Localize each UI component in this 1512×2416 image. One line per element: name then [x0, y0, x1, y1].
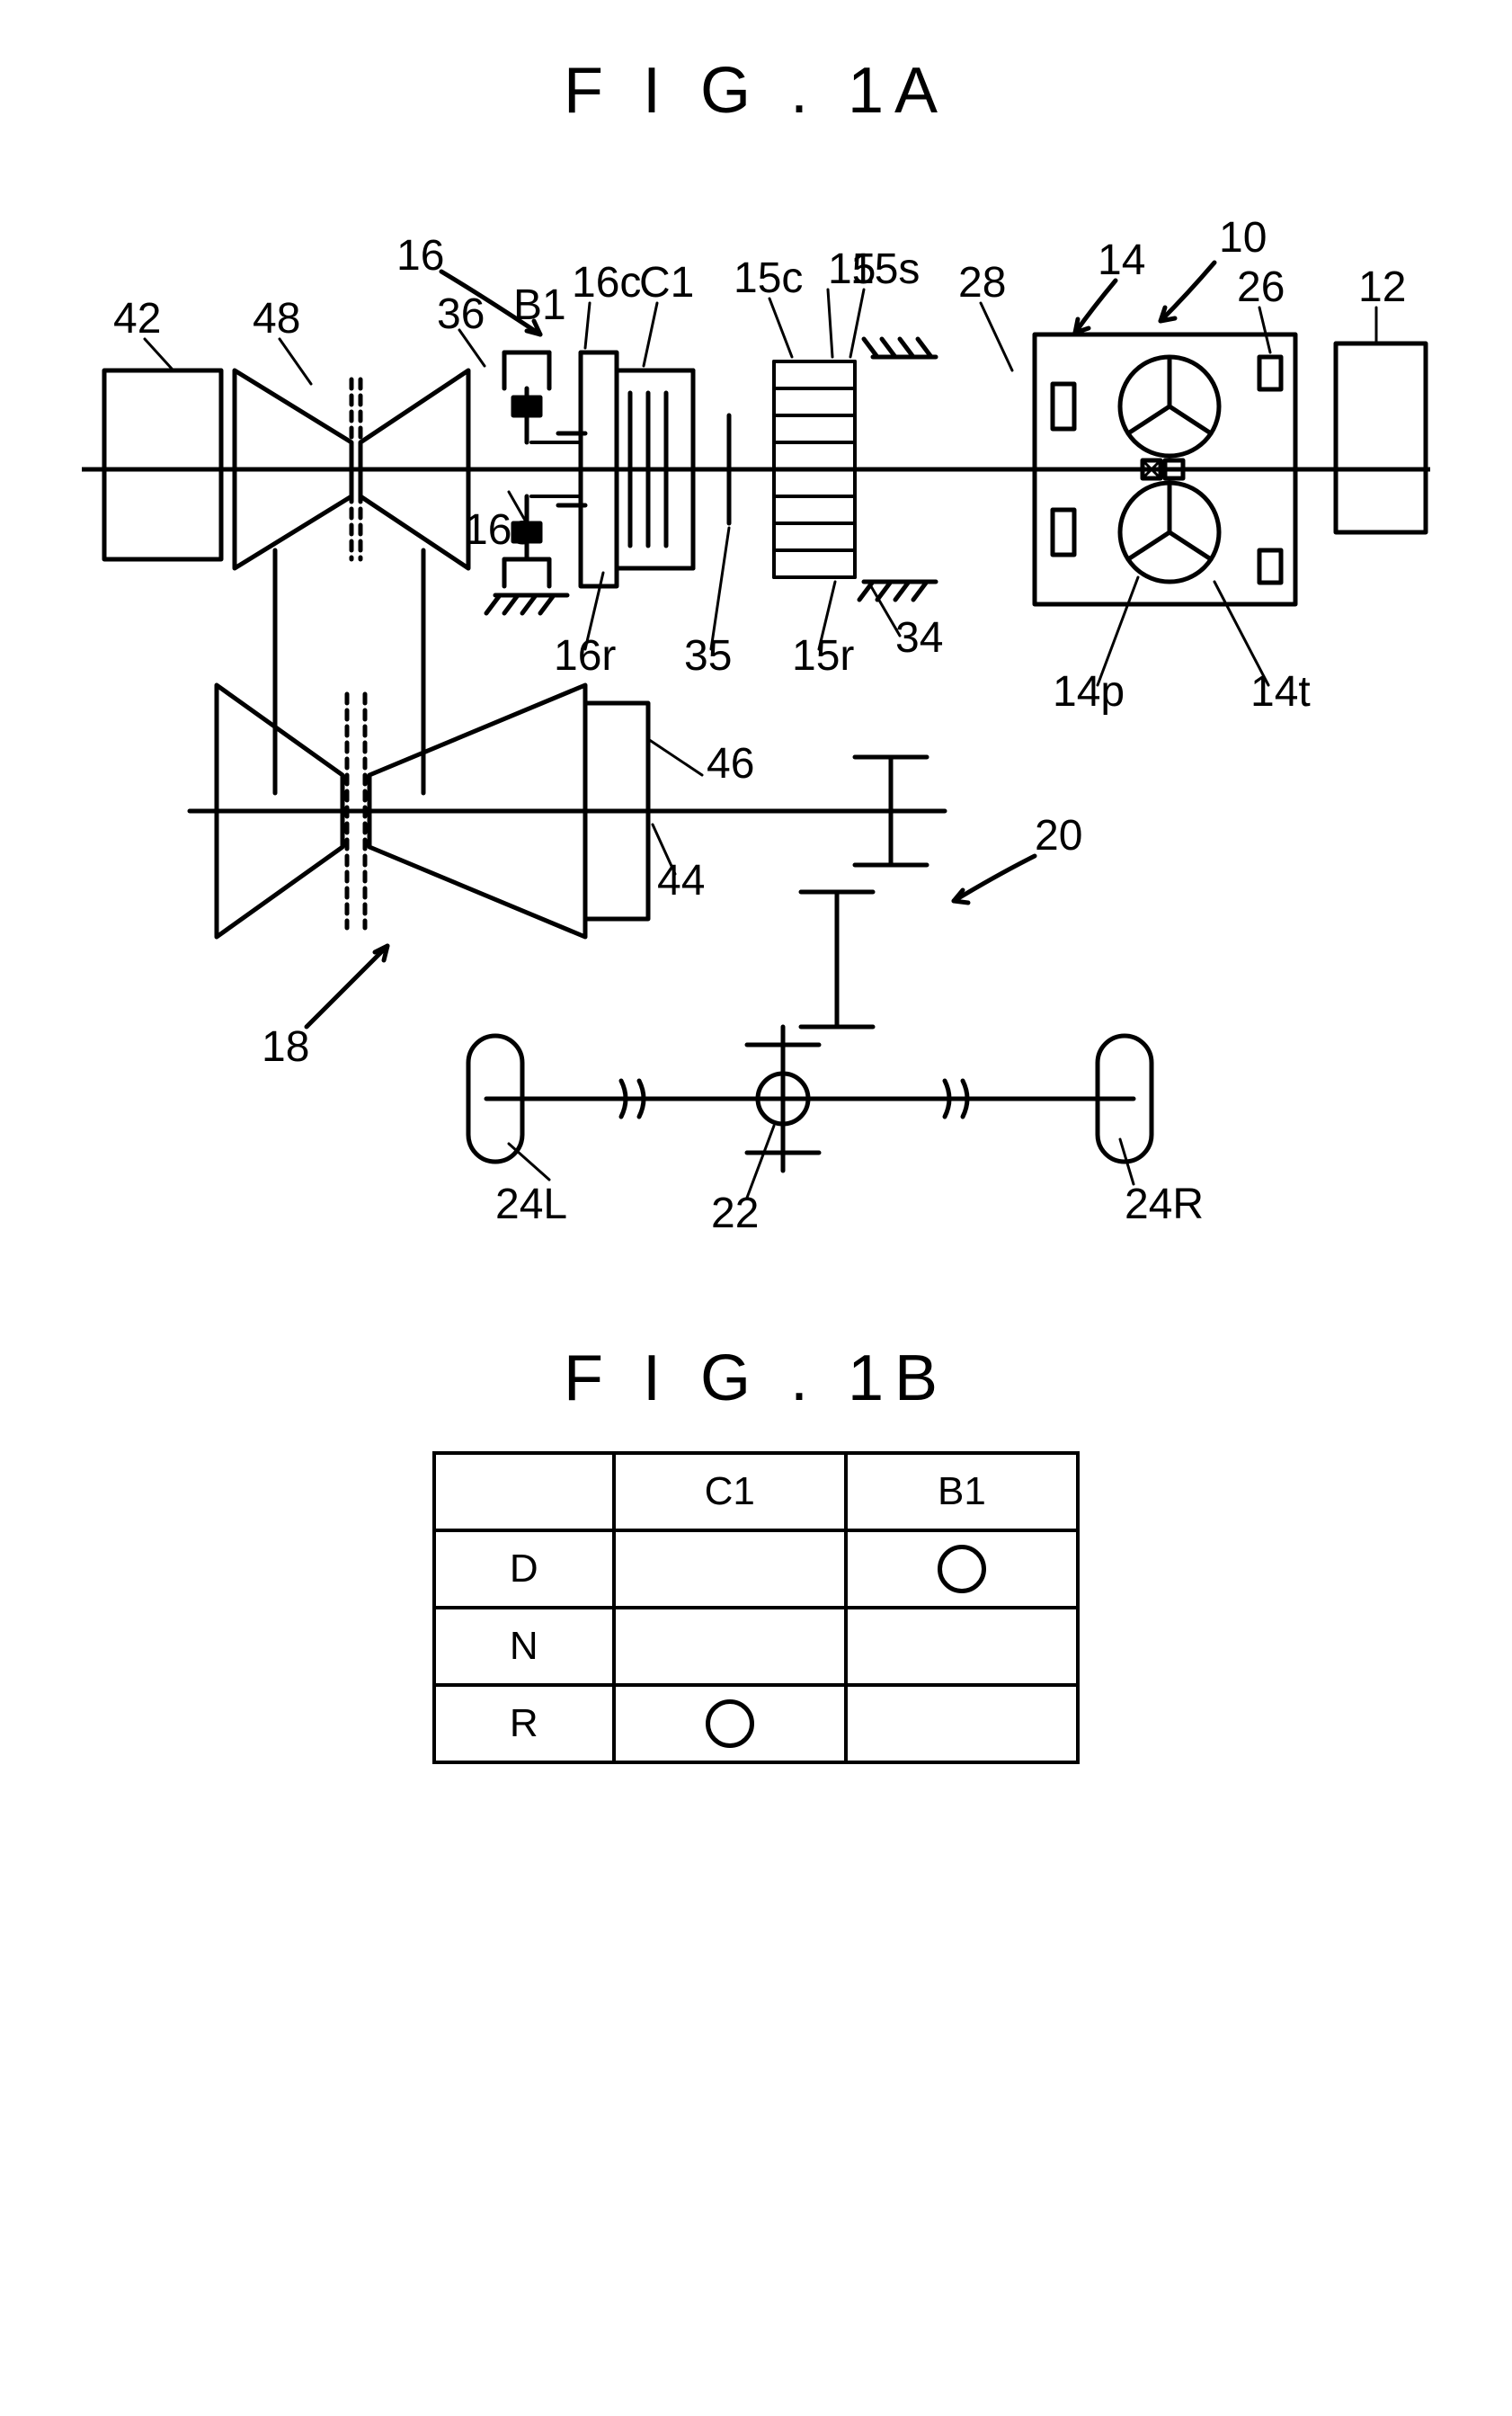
lbl-28: 28	[958, 258, 1006, 308]
lbl-36: 36	[437, 290, 485, 339]
cell-N-C1	[614, 1608, 846, 1685]
cell-R-B1	[846, 1685, 1078, 1762]
lbl-20: 20	[1035, 811, 1082, 860]
engagement-table: C1 B1 D N R	[432, 1451, 1080, 1764]
cell-R-C1	[614, 1685, 846, 1762]
lbl-46: 46	[707, 739, 754, 789]
lbl-14t: 14t	[1250, 667, 1311, 717]
lbl-C1: C1	[639, 258, 694, 308]
lbl-16c: 16c	[572, 258, 641, 308]
cell-D-B1	[846, 1530, 1078, 1608]
row-D-head: D	[434, 1530, 614, 1608]
lbl-26: 26	[1237, 263, 1285, 312]
lbl-24L: 24L	[495, 1180, 567, 1229]
lbl-16: 16	[396, 231, 444, 281]
lbl-B1: B1	[513, 281, 566, 330]
lbl-24R: 24R	[1125, 1180, 1204, 1229]
fig-1b-title: F I G . 1B	[37, 1342, 1475, 1415]
cell-N-B1	[846, 1608, 1078, 1685]
circle-icon	[706, 1699, 754, 1748]
cell-D-C1	[614, 1530, 846, 1608]
row-R-head: R	[434, 1685, 614, 1762]
lbl-44: 44	[657, 856, 705, 905]
lbl-14p: 14p	[1053, 667, 1125, 717]
lbl-34: 34	[895, 613, 943, 663]
lbl-35: 35	[684, 631, 732, 681]
lbl-42: 42	[113, 294, 161, 343]
fig-1a-title: F I G . 1A	[37, 54, 1475, 128]
th-c1: C1	[614, 1453, 846, 1530]
th-b1: B1	[846, 1453, 1078, 1530]
table-row: D	[434, 1530, 1078, 1608]
table-row: R	[434, 1685, 1078, 1762]
lbl-22: 22	[711, 1189, 759, 1238]
circle-icon	[938, 1545, 986, 1593]
lbl-15r: 15r	[792, 631, 854, 681]
lbl-14: 14	[1098, 236, 1145, 285]
lbl-16s: 16s	[464, 505, 533, 555]
table-header-row: C1 B1	[434, 1453, 1078, 1530]
lbl-15c: 15c	[734, 254, 803, 303]
lbl-18: 18	[262, 1022, 309, 1072]
fig-1a-diagram: 10 12 14 14p 14t 15 15c 15r 15s 16 16c 1…	[82, 164, 1430, 1288]
th-blank	[434, 1453, 614, 1530]
lbl-12: 12	[1358, 263, 1406, 312]
lbl-15s: 15s	[850, 245, 920, 294]
row-N-head: N	[434, 1608, 614, 1685]
lbl-48: 48	[253, 294, 300, 343]
table-row: N	[434, 1608, 1078, 1685]
lbl-16r: 16r	[554, 631, 616, 681]
lbl-10: 10	[1219, 213, 1267, 263]
